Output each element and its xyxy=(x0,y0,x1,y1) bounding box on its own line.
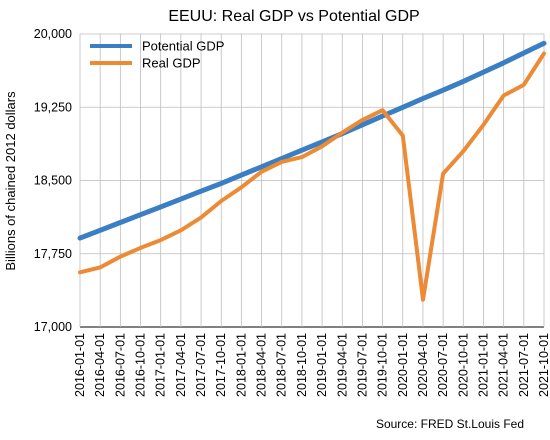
x-tick-label: 2017-01-01 xyxy=(154,333,168,397)
y-tick-label: 19,250 xyxy=(34,100,72,114)
y-tick-label: 20,000 xyxy=(34,27,72,41)
x-tick-label: 2016-04-01 xyxy=(93,333,107,397)
series-lines xyxy=(77,40,547,302)
x-tick-label: 2016-07-01 xyxy=(113,333,127,397)
x-tick-label: 2016-10-01 xyxy=(134,333,148,397)
x-tick-label: 2020-04-01 xyxy=(416,333,430,397)
chart-title: EEUU: Real GDP vs Potential GDP xyxy=(168,8,419,25)
x-tick-label: 2018-10-01 xyxy=(295,333,309,397)
x-tick-label: 2018-07-01 xyxy=(275,333,289,397)
x-tick-label: 2020-07-01 xyxy=(436,333,450,397)
x-tick-label: 2019-01-01 xyxy=(315,333,329,397)
x-tick-label: 2019-04-01 xyxy=(335,333,349,397)
x-tick-label: 2021-10-01 xyxy=(537,333,550,397)
series-line-potential-gdp xyxy=(77,40,547,241)
y-tick-label: 17,000 xyxy=(34,320,72,334)
x-tick-label: 2017-07-01 xyxy=(194,333,208,397)
legend-label: Potential GDP xyxy=(142,39,224,54)
x-tick-label: 2019-10-01 xyxy=(376,333,390,397)
source-note: Source: FRED St.Louis Fed xyxy=(376,417,524,431)
x-tick-label: 2020-10-01 xyxy=(456,333,470,397)
x-tick-label: 2018-01-01 xyxy=(234,333,248,397)
x-tick-label: 2018-04-01 xyxy=(255,333,269,397)
y-tick-label: 17,750 xyxy=(34,247,72,261)
x-tick-label: 2021-07-01 xyxy=(517,333,531,397)
series-line-real-gdp xyxy=(78,51,546,302)
legend: Potential GDP Real GDP xyxy=(90,39,224,71)
x-tick-labels: 2016-01-01 2016-04-01 2016-07-01 2016-10-01… xyxy=(73,333,550,397)
gridlines xyxy=(79,33,545,328)
x-tick-label: 2017-04-01 xyxy=(174,333,188,397)
x-tick-label: 2019-07-01 xyxy=(355,333,369,397)
x-tick-label: 2017-10-01 xyxy=(214,333,228,397)
y-axis-label: Billions of chained 2012 dollars xyxy=(3,91,18,271)
x-tick-label: 2021-04-01 xyxy=(497,333,511,397)
legend-label: Real GDP xyxy=(142,56,201,71)
y-tick-labels: 17,000 17,750 18,500 19,250 20,000 xyxy=(34,27,72,334)
x-tick-label: 2021-01-01 xyxy=(476,333,490,397)
x-tick-label: 2020-01-01 xyxy=(396,333,410,397)
x-tick-label: 2016-01-01 xyxy=(73,333,87,397)
y-tick-label: 18,500 xyxy=(34,174,72,188)
